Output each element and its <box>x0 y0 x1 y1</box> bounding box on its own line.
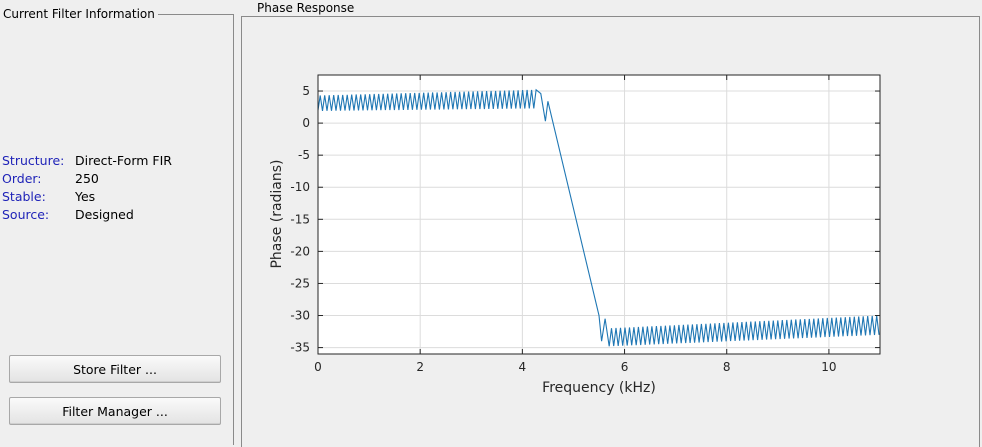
info-row-order: Order: 250 <box>2 170 172 188</box>
source-label: Source: <box>2 207 50 222</box>
y-axis-label: Phase (radians) <box>269 159 285 268</box>
structure-label: Structure: <box>2 153 65 168</box>
stable-label: Stable: <box>2 189 46 204</box>
filter-info-list: Structure: Direct-Form FIR Order: 250 St… <box>2 152 172 224</box>
y-tick-label: -30 <box>290 309 310 323</box>
current-filter-info-title: Current Filter Information <box>0 7 158 21</box>
y-tick-label: 5 <box>302 84 310 98</box>
phase-line <box>317 88 880 347</box>
info-row-stable: Stable: Yes <box>2 188 172 206</box>
y-tick-label: -5 <box>298 148 310 162</box>
x-tick-label: 4 <box>519 360 527 374</box>
x-tick-label: 10 <box>821 360 836 374</box>
x-tick-label: 8 <box>723 360 731 374</box>
axes-background <box>318 75 880 354</box>
x-tick-label: 6 <box>621 360 629 374</box>
phase-response-panel <box>241 16 980 447</box>
order-label: Order: <box>2 171 42 186</box>
source-value: Designed <box>75 207 134 222</box>
store-filter-button[interactable]: Store Filter ... <box>9 355 221 383</box>
data-layer <box>317 88 880 347</box>
x-axis-label: Frequency (kHz) <box>542 380 656 396</box>
axes-frame <box>317 74 881 355</box>
info-row-structure: Structure: Direct-Form FIR <box>2 152 172 170</box>
plot-area: 0 2 4 6 8 10 5 0 -5 -10 -15 -20 -25 -30 -35 Frequency … <box>242 17 978 436</box>
y-tick-label: 0 <box>302 116 310 130</box>
filter-manager-button[interactable]: Filter Manager ... <box>9 397 221 425</box>
ticks: 0 2 4 6 8 10 5 0 -5 -10 -15 -20 -25 -30 -35 <box>290 75 880 374</box>
y-tick-label: -20 <box>290 244 310 258</box>
y-tick-label: -15 <box>290 212 310 226</box>
x-tick-label: 2 <box>416 360 424 374</box>
x-tick-label: 0 <box>314 360 322 374</box>
grid-lines <box>318 75 880 354</box>
stable-value: Yes <box>75 189 96 204</box>
y-tick-label: -25 <box>290 276 310 290</box>
phase-response-title: Phase Response <box>254 1 358 15</box>
phase-response-chart[interactable]: 0 2 4 6 8 10 5 0 -5 -10 -15 -20 -25 -30 -35 Frequency … <box>242 17 978 436</box>
y-tick-label: -10 <box>290 180 310 194</box>
info-row-source: Source: Designed <box>2 206 172 224</box>
y-tick-label: -35 <box>290 341 310 355</box>
structure-value: Direct-Form FIR <box>75 153 172 168</box>
order-value: 250 <box>75 171 99 186</box>
